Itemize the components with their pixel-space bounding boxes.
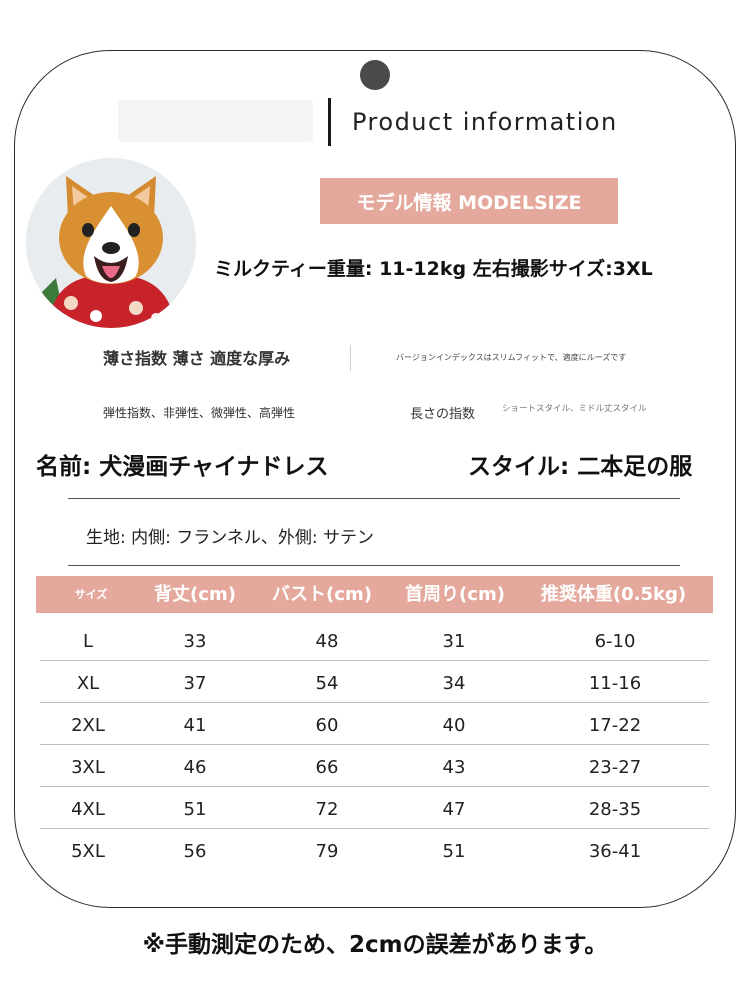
divider-bottom bbox=[68, 565, 680, 566]
cell-weight: 11-16 bbox=[588, 673, 642, 694]
table-row: XL 37 54 34 11-16 bbox=[40, 661, 709, 703]
cell-chest: 54 bbox=[315, 673, 339, 694]
page-title: Product information bbox=[352, 108, 618, 136]
thickness-index: 薄さ指数 薄さ 適度な厚み bbox=[103, 349, 291, 368]
col-neck: 首周り(cm) bbox=[405, 584, 505, 605]
dog-photo bbox=[26, 158, 196, 328]
cell-length: 33 bbox=[183, 631, 207, 652]
product-style: スタイル: 二本足の服 bbox=[468, 454, 693, 480]
cell-weight: 28-35 bbox=[588, 799, 642, 820]
title-divider bbox=[328, 98, 331, 146]
cell-chest: 48 bbox=[315, 631, 339, 652]
cell-neck: 31 bbox=[442, 631, 466, 652]
cell-size: XL bbox=[76, 673, 100, 694]
cell-length: 37 bbox=[183, 673, 207, 694]
table-row: 5XL 56 79 51 36-41 bbox=[40, 829, 709, 871]
cell-size: 4XL bbox=[71, 799, 105, 820]
cell-length: 51 bbox=[183, 799, 207, 820]
table-row: L 33 48 31 6-10 bbox=[40, 619, 709, 661]
version-index-note: バージョンインデックスはスリムフィットで、適度にルーズです bbox=[396, 353, 627, 362]
fabric-info: 生地: 内側: フランネル、外側: サテン bbox=[86, 528, 375, 548]
cell-neck: 51 bbox=[442, 841, 466, 862]
row-divider bbox=[40, 744, 709, 745]
cell-neck: 43 bbox=[442, 757, 466, 778]
row-divider bbox=[40, 786, 709, 787]
divider-top bbox=[68, 498, 680, 499]
cell-chest: 72 bbox=[315, 799, 339, 820]
elasticity-index: 弾性指数、非弾性、微弾性、高弾性 bbox=[103, 406, 296, 420]
table-row: 2XL 41 60 40 17-22 bbox=[40, 703, 709, 745]
cell-weight: 23-27 bbox=[588, 757, 642, 778]
cell-weight: 36-41 bbox=[588, 841, 642, 862]
col-chest: バスト(cm) bbox=[272, 584, 372, 605]
size-table-header: サイズ 背丈(cm) バスト(cm) 首周り(cm) 推奨体重(0.5kg) bbox=[36, 576, 713, 613]
table-row: 4XL 51 72 47 28-35 bbox=[40, 787, 709, 829]
col-size: サイズ bbox=[74, 588, 108, 601]
cell-chest: 60 bbox=[315, 715, 339, 736]
cell-chest: 79 bbox=[315, 841, 339, 862]
cell-chest: 66 bbox=[315, 757, 339, 778]
row-divider bbox=[40, 660, 709, 661]
cell-length: 56 bbox=[183, 841, 207, 862]
col-length: 背丈(cm) bbox=[154, 584, 236, 605]
cell-length: 41 bbox=[183, 715, 207, 736]
cell-neck: 47 bbox=[442, 799, 466, 820]
table-row: 3XL 46 66 43 23-27 bbox=[40, 745, 709, 787]
cell-neck: 40 bbox=[442, 715, 466, 736]
measurement-note: ※手動測定のため、2cmの誤差があります。 bbox=[142, 932, 608, 958]
model-size-badge: モデル情報 MODELSIZE bbox=[320, 178, 618, 224]
cell-length: 46 bbox=[183, 757, 207, 778]
col-weight: 推奨体重(0.5kg) bbox=[540, 584, 687, 605]
length-index-values: ショートスタイル、ミドル丈スタイル bbox=[502, 404, 647, 414]
row-divider bbox=[40, 828, 709, 829]
row-divider bbox=[40, 702, 709, 703]
cell-size: 3XL bbox=[71, 757, 105, 778]
cell-weight: 6-10 bbox=[594, 631, 636, 652]
cell-size: L bbox=[82, 631, 94, 652]
cell-weight: 17-22 bbox=[588, 715, 642, 736]
cell-size: 2XL bbox=[71, 715, 105, 736]
cell-size: 5XL bbox=[71, 841, 105, 862]
index-divider bbox=[350, 345, 351, 371]
brand-placeholder bbox=[118, 100, 313, 142]
hang-hole bbox=[360, 60, 390, 90]
model-description: ミルクティー重量: 11-12kg 左右撮影サイズ:3XL bbox=[214, 258, 653, 280]
length-index-label: 長さの指数 bbox=[410, 407, 476, 422]
cell-neck: 34 bbox=[442, 673, 466, 694]
product-name: 名前: 犬漫画チャイナドレス bbox=[36, 454, 329, 480]
